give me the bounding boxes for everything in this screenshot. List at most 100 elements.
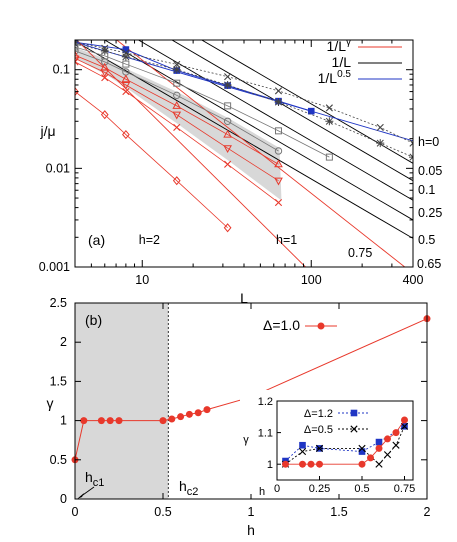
panel-b-x-axis-label: h xyxy=(247,522,255,538)
data-point-h-0.25 xyxy=(75,43,79,51)
data-point xyxy=(97,417,105,425)
data-point-h-0.25 xyxy=(325,153,333,161)
inset-data-point xyxy=(392,441,400,449)
reference-line-1-over-L xyxy=(137,40,413,201)
panel-b-ticks: 0 0.5 1 1.5 2 0 0.5 1 1.5 2 2.5 xyxy=(50,296,431,519)
panel-b-label: (b) xyxy=(85,312,102,328)
data-point-h-0.75 xyxy=(274,177,283,186)
legend-label-text: 1/L xyxy=(318,70,338,86)
x-tick-label: 0.5 xyxy=(154,505,171,519)
inset-series xyxy=(281,416,409,468)
reference-line-1-over-L xyxy=(103,40,413,221)
hc2-text: h xyxy=(179,478,187,494)
y-tick-label: 0.5 xyxy=(50,453,67,467)
inset-data-point xyxy=(367,454,374,462)
inset-x-tick-label: 0.5 xyxy=(354,483,369,495)
inset-frame xyxy=(276,400,414,481)
inset-series-line xyxy=(285,419,405,465)
data-point-h-0.65 xyxy=(223,129,232,138)
inset-data-point xyxy=(307,460,315,468)
legend-label-text: 1/L xyxy=(332,54,352,70)
series-line-h-0.25 xyxy=(75,46,330,158)
data-point-h-1 xyxy=(173,123,181,131)
data-point-h-0.75 xyxy=(75,55,80,64)
x-tick-label: 0 xyxy=(72,505,79,519)
hc1-sub: c1 xyxy=(93,477,105,489)
panel-a-legend: 1/Lγ1/L1/L0.5 xyxy=(318,37,402,86)
series-line-h-2 xyxy=(75,91,228,229)
inset-legend-marker xyxy=(350,425,358,433)
legend-label: 1/L0.5 xyxy=(318,69,352,86)
legend-label: Δ=1.0 xyxy=(263,317,300,333)
x-tick-label: 1 xyxy=(248,505,255,519)
panel-a-ticks: 10 100 400 0.001 0.01 0.1 xyxy=(39,39,423,287)
data-point-h-0.05 xyxy=(325,104,333,112)
panel-a-x-axis-label: L xyxy=(240,290,248,306)
data-point-h-0.1 xyxy=(325,117,334,126)
data-point-h-0.05 xyxy=(173,60,181,69)
inset-x-axis-label: h xyxy=(259,486,265,498)
panel-a-series xyxy=(75,40,413,233)
inset-data-point xyxy=(375,460,383,468)
y-tick-label: 1 xyxy=(60,414,67,428)
series-line-h-0.75 xyxy=(75,58,279,182)
inset-y-tick-label: 1.2 xyxy=(258,396,273,408)
data-point-h-0.5 xyxy=(173,91,181,100)
y-tick-label: 0.01 xyxy=(46,161,70,175)
data-point-h-0.5 xyxy=(223,117,232,125)
inset-x-tick-label: 0.25 xyxy=(309,483,330,495)
legend-marker xyxy=(317,322,325,330)
data-point-h-0.75 xyxy=(172,111,182,120)
panel-a-reference-lines xyxy=(75,40,413,267)
x-tick-label: 2 xyxy=(424,505,431,519)
data-point-h-1 xyxy=(122,87,130,96)
legend-label-text: 1/L xyxy=(327,38,347,54)
inset-x-tick-label: 0.75 xyxy=(394,483,415,495)
inset-data-point xyxy=(315,444,324,452)
reference-line-h2 xyxy=(76,40,307,267)
series-line-h-0.1 xyxy=(75,43,413,158)
data-point xyxy=(194,409,202,417)
x-tick-label: 100 xyxy=(301,273,322,287)
data-point-h-0.1 xyxy=(100,46,109,55)
data-point-h-0.1 xyxy=(172,65,181,74)
inset-data-point xyxy=(298,447,307,456)
legend-label-sup: 0.5 xyxy=(337,69,351,80)
data-point-h-1 xyxy=(75,58,79,66)
x-tick-label: 10 xyxy=(135,273,149,287)
panel-a-y-axis-label: j/μ xyxy=(39,123,55,139)
data-point xyxy=(168,415,176,423)
panel-b-annotations: hc1 hc2 xyxy=(77,469,198,499)
inset-legend-marker xyxy=(350,409,358,417)
inset-data-point xyxy=(401,416,408,424)
inset-y-tick-label: 1 xyxy=(267,459,273,471)
data-point-h-0.75 xyxy=(121,81,131,90)
inset-data-point xyxy=(282,460,289,468)
data-point-h-0.5 xyxy=(101,58,109,66)
data-point-h-0.1 xyxy=(274,98,283,107)
inset-data-point xyxy=(358,444,366,452)
inset-data-point xyxy=(316,460,323,468)
data-point-h-2 xyxy=(122,129,130,140)
data-point-h-1 xyxy=(224,160,232,168)
data-point-h-0.25 xyxy=(173,79,181,87)
panel-b-inset: 0 0.25 0.5 0.75 1 1.1 1.2 γ h Δ=1.2 Δ=0.5 xyxy=(240,390,420,498)
inset-data-point xyxy=(299,441,306,449)
data-point-h-1 xyxy=(101,74,109,82)
legend-label: 1/Lγ xyxy=(327,37,351,54)
data-point-h-0.75 xyxy=(223,145,232,154)
panel-b-legend: Δ=1.0 xyxy=(263,317,337,333)
data-point-h-1 xyxy=(274,198,283,207)
panel-b-y-axis-label: γ xyxy=(47,395,54,411)
reference-line-1-over-L xyxy=(200,40,413,164)
inset-x-tick-label: 0 xyxy=(274,483,280,495)
y-tick-label: 0.1 xyxy=(53,63,70,77)
data-point xyxy=(185,410,193,418)
inset-data-point xyxy=(392,429,400,437)
h-value-label: h=2 xyxy=(139,233,160,247)
data-point-h-2 xyxy=(100,110,109,120)
panel-b-shaded-region xyxy=(75,303,169,499)
data-point xyxy=(159,417,167,425)
h-value-label: 0.75 xyxy=(348,246,372,260)
h-value-label: 0.1 xyxy=(418,183,435,197)
